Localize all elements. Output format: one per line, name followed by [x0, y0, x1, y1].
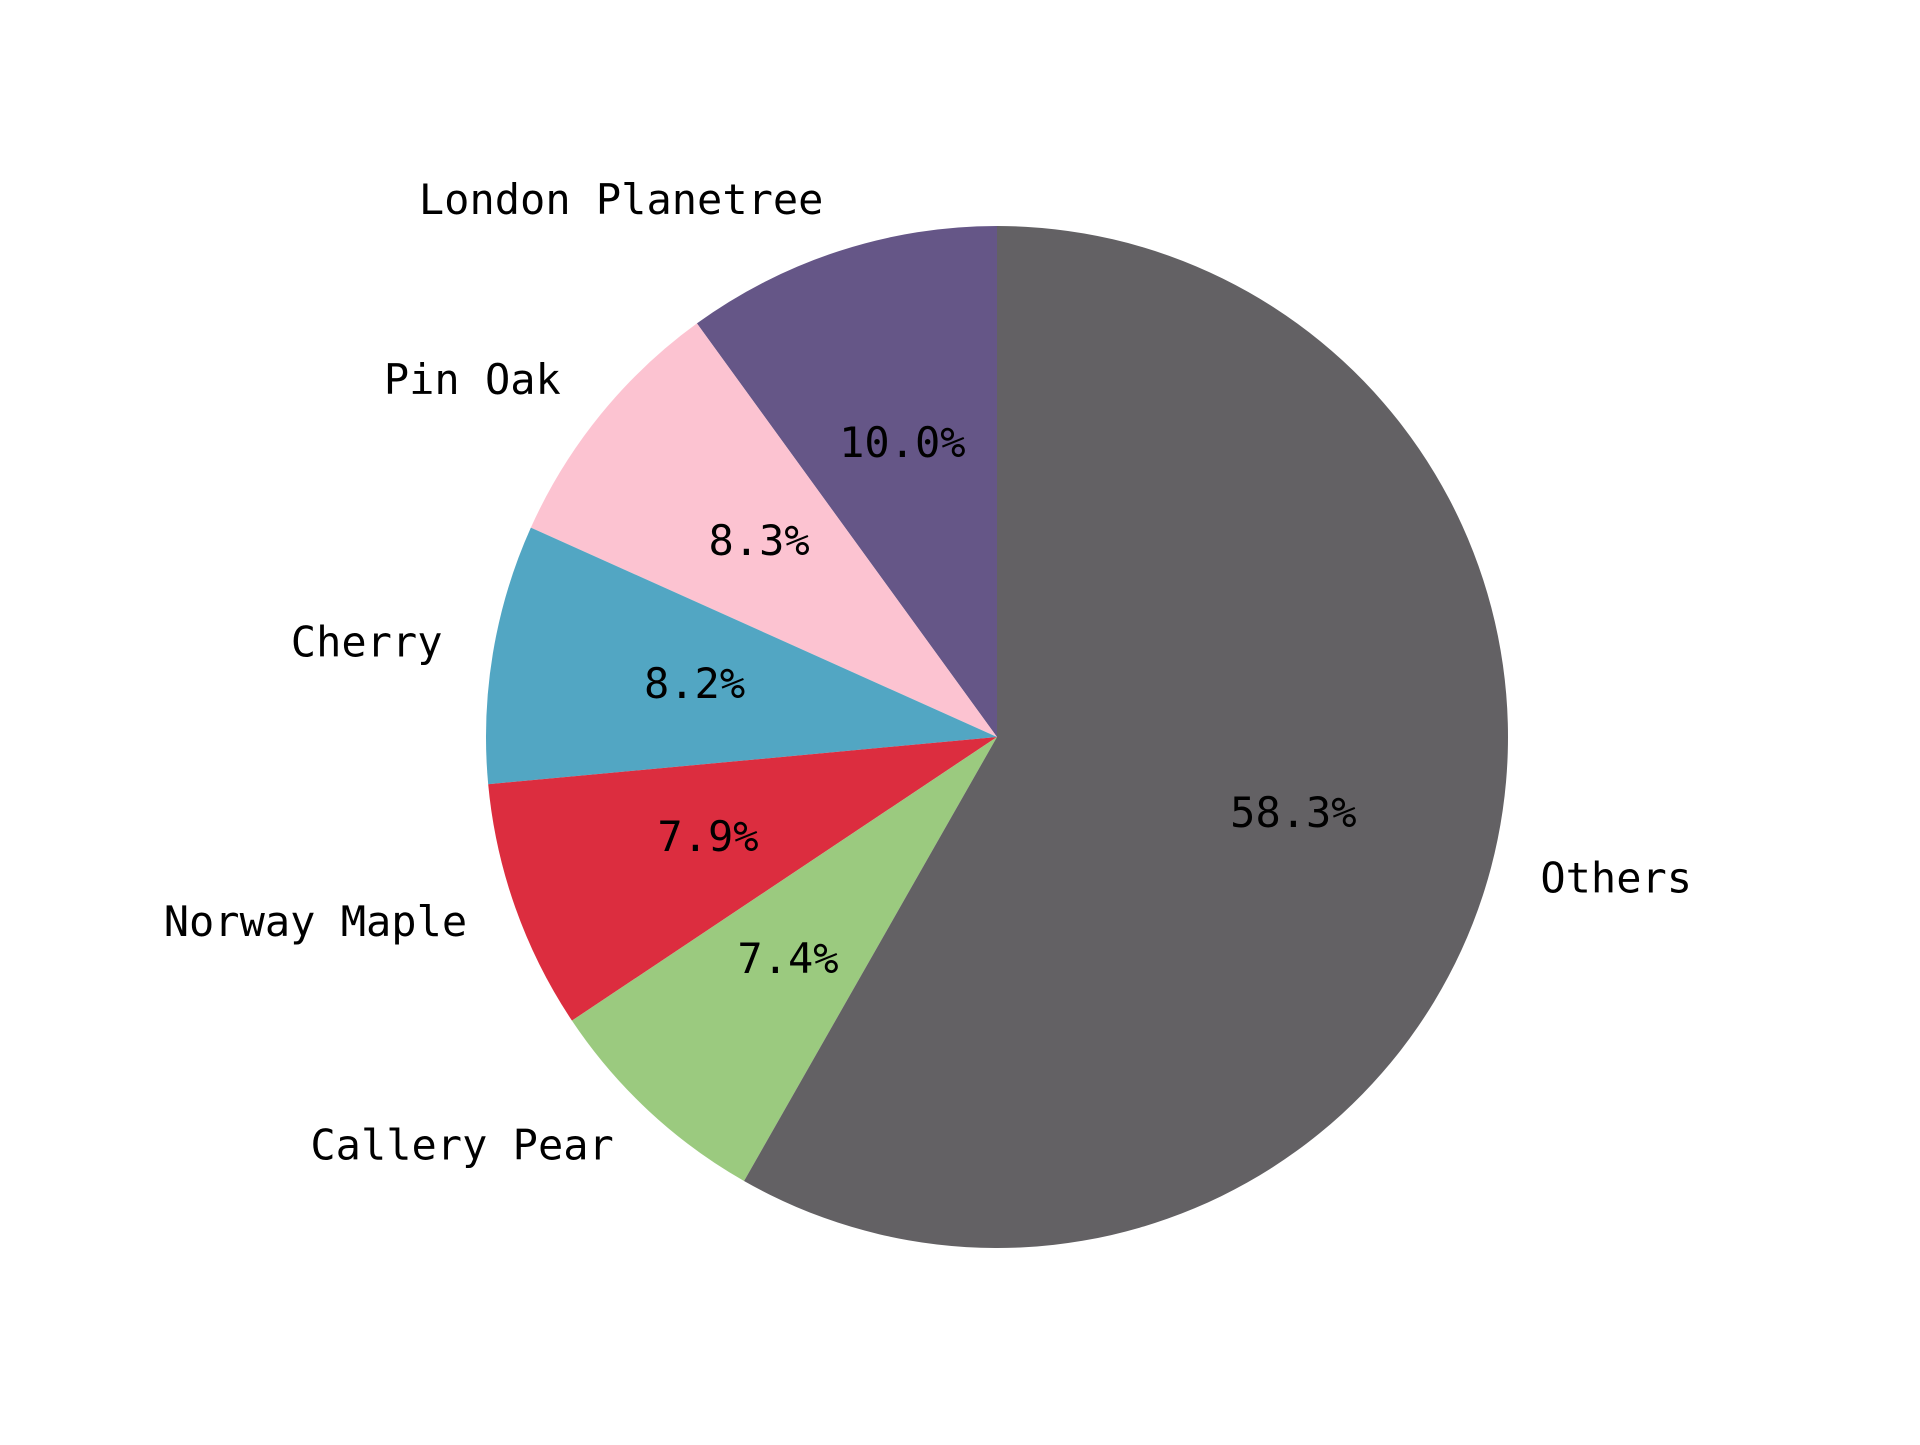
pie-category-label-pin-oak: Pin Oak: [384, 355, 561, 404]
pie-percent-label-london-planetree: 10.0%: [839, 418, 965, 467]
pie-slice-callery-pear: [571, 737, 997, 1182]
pie-percent-label-cherry: 8.2%: [644, 659, 745, 708]
pie-category-labels: London Planetree Pin Oak Cherry Norway Mapl…: [164, 175, 1692, 1170]
pie-percent-labels: 10.0% 8.3% 8.2% 7.9% 7.4% 58.3%: [644, 418, 1357, 983]
pie-slice-cherry: [485, 527, 997, 785]
pie-category-label-london-planetree: London Planetree: [419, 175, 824, 224]
pie-percent-label-norway-maple: 7.9%: [657, 812, 758, 861]
pie-slice-london-planetree: [696, 226, 997, 737]
pie-slice-pin-oak: [530, 323, 997, 737]
pie-category-label-others: Others: [1540, 853, 1692, 902]
pie-percent-label-pin-oak: 8.3%: [709, 516, 810, 565]
pie-percent-label-callery-pear: 7.4%: [737, 934, 838, 983]
pie-category-label-cherry: Cherry: [291, 617, 443, 666]
pie-slices: [485, 226, 1508, 1248]
pie-slice-others: [744, 226, 1508, 1248]
pie-slice-norway-maple: [488, 737, 997, 1021]
pie-category-label-callery-pear: Callery Pear: [310, 1121, 613, 1170]
pie-category-label-norway-maple: Norway Maple: [164, 897, 467, 946]
pie-percent-label-others: 58.3%: [1230, 788, 1356, 837]
